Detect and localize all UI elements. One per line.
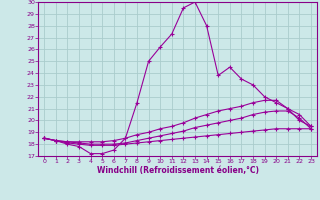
- X-axis label: Windchill (Refroidissement éolien,°C): Windchill (Refroidissement éolien,°C): [97, 166, 259, 175]
